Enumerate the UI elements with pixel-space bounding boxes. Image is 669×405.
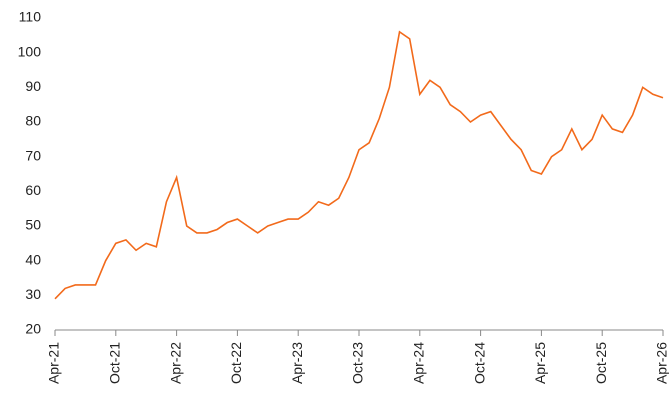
x-tick-label: Apr-26 <box>654 342 669 384</box>
line <box>54 30 664 300</box>
y-tick-label: 60 <box>25 182 41 198</box>
y-tick-label: 40 <box>25 251 41 267</box>
x-tick-label: Oct-25 <box>593 342 609 384</box>
y-tick-label: 70 <box>25 147 41 163</box>
y-tick-label: 20 <box>25 321 41 337</box>
x-tick-label: Oct-22 <box>228 342 244 384</box>
y-tick-label: 50 <box>25 217 41 233</box>
x-tick-label: Apr-22 <box>167 342 183 384</box>
x-tick-label: Apr-21 <box>46 342 62 384</box>
y-tick-label: 100 <box>18 43 42 59</box>
y-tick-label: 30 <box>25 286 41 302</box>
x-tick-label: Oct-23 <box>350 342 366 384</box>
x-tick-label: Apr-25 <box>532 342 548 384</box>
y-tick-label: 110 <box>19 9 42 25</box>
x-tick-label: Oct-21 <box>107 342 123 384</box>
y-tick-label: 80 <box>25 113 41 129</box>
x-tick-label: Apr-24 <box>411 342 427 384</box>
x-tick-label: Oct-24 <box>471 342 487 384</box>
x-tick-label: Apr-23 <box>289 342 305 384</box>
y-tick-label: 90 <box>25 78 41 94</box>
